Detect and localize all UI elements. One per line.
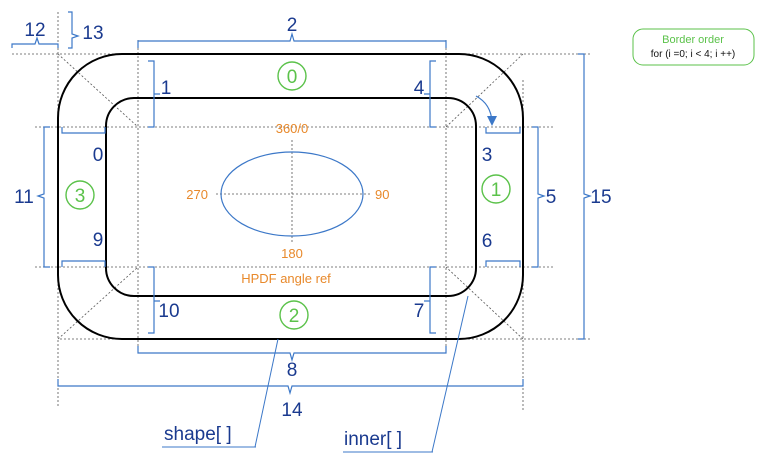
border-0-label: 0 [287,67,298,88]
angle-left-label: 270 [186,187,208,202]
label-15: 15 [590,187,611,208]
label-11: 11 [14,187,34,208]
border-order-body: for (i =0; i < 4; i ++) [651,49,735,60]
border-order-title: Border order [662,34,724,46]
braces [11,11,592,396]
angle-right-label: 90 [375,187,389,202]
angle-top-label: 360/0 [276,121,309,136]
inner-leader [431,295,469,453]
label-7: 7 [414,301,425,322]
label-10: 10 [158,301,179,322]
border-1-label: 1 [491,180,502,201]
border-1-marker [481,174,511,204]
border-3-marker [65,180,95,210]
border-2-marker [279,300,309,330]
border-0-marker [277,61,307,91]
label-4: 4 [414,78,425,99]
label-12: 12 [24,20,45,41]
angle-ellipse [220,151,364,237]
shape-array-label: shape[ ] [164,424,232,445]
border-2-label: 2 [289,306,300,327]
angle-bottom-label: 180 [281,246,303,261]
label-2: 2 [287,15,298,36]
label-9: 9 [93,230,104,251]
label-1: 1 [161,78,172,99]
label-5: 5 [546,187,557,208]
label-3: 3 [482,145,493,166]
label-6: 6 [482,231,493,252]
inner-shape [105,97,477,297]
shape-leader [254,338,279,448]
label-8: 8 [287,360,298,381]
label-14: 14 [281,400,303,421]
label-0: 0 [93,145,104,166]
outer-shape [57,53,524,340]
border-order-note [632,28,755,66]
label-13: 13 [82,23,103,44]
inner-array-label: inner[ ] [344,429,402,450]
angle-caption: HPDF angle ref [241,271,331,286]
arrow-head [487,116,497,126]
border-3-label: 3 [75,186,86,207]
